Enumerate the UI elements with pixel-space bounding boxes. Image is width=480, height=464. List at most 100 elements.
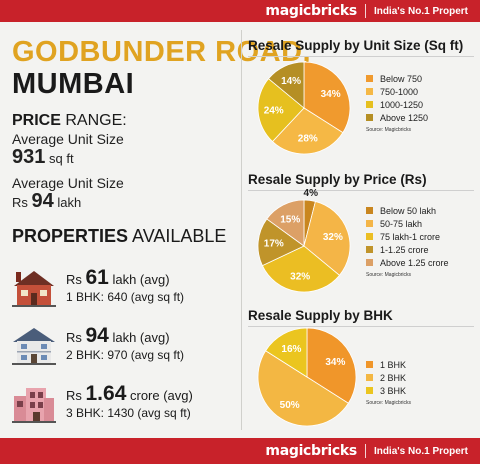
legend-item-below-750: Below 750 xyxy=(366,72,428,85)
pie-slice-1-1-25-crore xyxy=(257,218,305,267)
avg-price-unit: lakh xyxy=(53,195,82,210)
legend-swatch xyxy=(366,361,373,368)
source-note: Source: Magicbricks xyxy=(366,272,412,278)
price-prefix: Rs xyxy=(66,272,86,287)
pie-data-label: 16% xyxy=(281,344,301,355)
header-band: magicbricks India's No.1 Propert xyxy=(0,0,480,22)
price-suffix: lakh (avg) xyxy=(108,330,170,345)
avg-price: Rs 94 lakh xyxy=(12,190,238,212)
price-value: 61 xyxy=(85,266,109,289)
pie-data-label: 4% xyxy=(304,188,319,199)
legend-swatch xyxy=(366,259,373,266)
brand-header: magicbricks India's No.1 Propert xyxy=(265,3,468,19)
property-detail-1bhk: 1 BHK: 640 (avg sq ft) xyxy=(66,290,185,304)
footer-band: magicbricks India's No.1 Propert xyxy=(0,438,480,464)
pie-data-label: 15% xyxy=(280,214,300,225)
price-prefix: Rs xyxy=(66,330,86,345)
legend-label: 3 BHK xyxy=(380,385,407,396)
legend-label: Above 1.25 crore xyxy=(380,257,449,268)
price-value: 1.64 xyxy=(85,382,127,405)
property-detail-3bhk: 3 BHK: 1430 (avg sq ft) xyxy=(66,406,191,420)
column-divider xyxy=(241,30,242,430)
legend-bhk: 1 BHK 2 BHK 3 BHK Source: Magicbricks xyxy=(366,358,411,406)
avg-unit-size-unit: sq ft xyxy=(45,151,74,166)
price-range-heading-bold: PRICE xyxy=(12,112,61,129)
legend-label: 50-75 lakh xyxy=(380,218,423,229)
pie-chart-unit-size: 34% 28% 24% 14% xyxy=(257,61,351,155)
property-price-3bhk: Rs 1.64 crore (avg) xyxy=(66,382,193,406)
pie-data-label: 32% xyxy=(323,232,343,243)
pie-chart-price: 4% 32% 32% 17% 15% xyxy=(257,188,351,293)
properties-heading-bold: PROPERTIES xyxy=(12,226,129,246)
legend-swatch xyxy=(366,75,373,82)
price-suffix: lakh (avg) xyxy=(108,272,170,287)
pie-slice-1000-1250 xyxy=(257,78,305,143)
legend-label: Below 750 xyxy=(380,73,423,84)
property-item-3bhk: Rs 1.64 crore (avg) 3 BHK: 1430 (avg sq … xyxy=(12,382,242,426)
price-range-heading: PRICE RANGE: xyxy=(12,112,238,130)
pie-data-label: 24% xyxy=(264,105,284,116)
brand-separator xyxy=(364,4,366,18)
pie-data-label: 50% xyxy=(280,400,300,411)
legend-label: 1 BHK xyxy=(380,359,407,370)
brand-tagline: India's No.1 Propert xyxy=(373,5,468,17)
legend-swatch xyxy=(366,207,373,214)
properties-heading: PROPERTIES AVAILABLE xyxy=(12,226,238,246)
avg-unit-size-value: 931 xyxy=(12,146,46,168)
legend-swatch xyxy=(366,387,373,394)
chart-title-bhk: Resale Supply by BHK xyxy=(248,308,393,323)
legend-item-75-lakh-1-crore: 75 lakh-1 crore xyxy=(366,230,449,243)
brick-house-icon xyxy=(12,271,56,307)
pie-slice-above-1-25-crore xyxy=(266,199,305,247)
properties-heading-rest: AVAILABLE xyxy=(128,226,227,246)
avg-unit-size-label: Average Unit Size xyxy=(12,131,124,147)
pie-slice-2-bhk xyxy=(257,350,349,427)
legend-swatch xyxy=(366,114,373,121)
pie-data-label: 34% xyxy=(321,89,341,100)
pie-data-label: 34% xyxy=(325,357,345,368)
legend-label: 1-1.25 crore xyxy=(380,244,429,255)
legend-item-above-1250: Above 1250 xyxy=(366,111,428,124)
legend-swatch xyxy=(366,88,373,95)
pie-slice-75-lakh-1-crore xyxy=(261,245,341,293)
avg-price-value: 94 xyxy=(31,190,54,212)
avg-price-label: Average Unit Size xyxy=(12,175,124,191)
property-item-2bhk: Rs 94 lakh (avg) 2 BHK: 970 (avg sq ft) xyxy=(12,324,242,368)
price-value: 94 xyxy=(85,324,109,347)
property-detail-2bhk: 2 BHK: 970 (avg sq ft) xyxy=(66,348,185,362)
pie-chart-bhk: 34% 50% 16% xyxy=(257,327,357,427)
chart-title-price: Resale Supply by Price (Rs) xyxy=(248,172,427,187)
property-item-1bhk: Rs 61 lakh (avg) 1 BHK: 640 (avg sq ft) xyxy=(12,266,242,310)
brand-logo: magicbricks xyxy=(265,3,357,19)
legend-label: 75 lakh-1 crore xyxy=(380,231,441,242)
pie-data-label: 14% xyxy=(281,76,301,87)
legend-item-2-bhk: 2 BHK xyxy=(366,371,411,384)
legend-swatch xyxy=(366,233,373,240)
source-note: Source: Magicbricks xyxy=(366,127,412,133)
legend-label: 1000-1250 xyxy=(380,99,424,110)
price-range-heading-rest: RANGE: xyxy=(60,112,127,129)
pie-slice-3-bhk xyxy=(265,327,308,378)
legend-unit-size: Below 750 750-1000 1000-1250 Above 1250 Sour… xyxy=(366,72,428,133)
pie-data-label: 17% xyxy=(264,239,284,250)
chart-title-rule xyxy=(248,326,474,327)
legend-item-750-1000: 750-1000 xyxy=(366,85,428,98)
chart-title-rule xyxy=(248,56,474,57)
legend-price: Below 50 lakh 50-75 lakh 75 lakh-1 crore 1-… xyxy=(366,204,449,278)
legend-swatch xyxy=(366,246,373,253)
legend-item-below-50-lakh: Below 50 lakh xyxy=(366,204,449,217)
legend-swatch xyxy=(366,374,373,381)
legend-item-1000-1250: 1000-1250 xyxy=(366,98,428,111)
price-prefix: Rs xyxy=(66,388,86,403)
pie-slice-50-75-lakh xyxy=(303,200,351,276)
townhouse-icon xyxy=(12,388,56,423)
location-line-2: MUMBAI xyxy=(12,68,135,100)
avg-price-prefix: Rs xyxy=(12,195,32,210)
pie-slice-750-1000 xyxy=(271,107,344,155)
location-line-1: GODBUNDER ROAD, xyxy=(12,36,312,68)
avg-unit-size: 931 sq ft xyxy=(12,146,238,168)
source-note: Source: Magicbricks xyxy=(366,400,412,406)
pie-data-label: 28% xyxy=(298,134,318,145)
legend-label: 750-1000 xyxy=(380,86,419,97)
summary-panel: GODBUNDER ROAD, MUMBAI PRICE RANGE: Aver… xyxy=(12,36,312,246)
